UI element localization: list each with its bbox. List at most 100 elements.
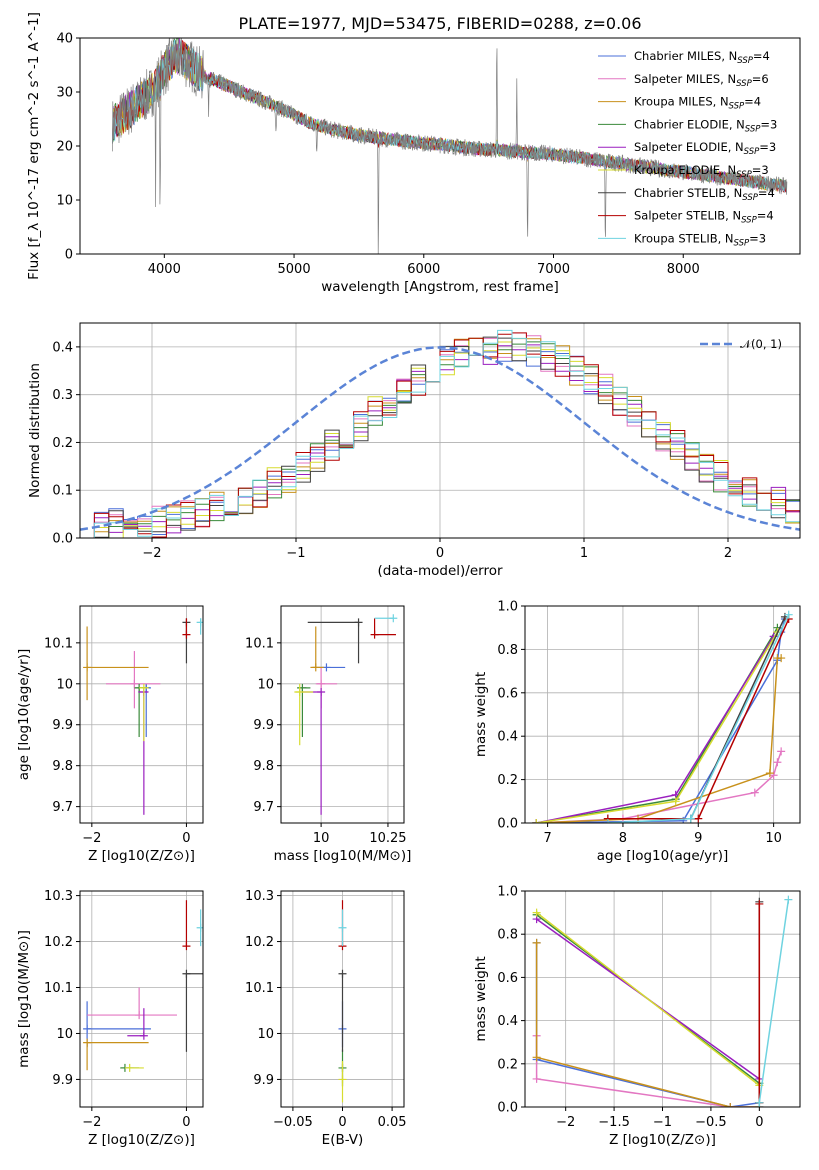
age-vs-Z-xlabel: Z [log10(Z/Z⊙)] <box>88 848 195 864</box>
weight-point-marker <box>765 769 774 778</box>
data-point-marker <box>135 1011 144 1020</box>
data-point-marker <box>83 1024 92 1033</box>
legend-value: =6 <box>752 72 769 86</box>
mass-vs-Z-xtick-label: 0 <box>182 1115 190 1130</box>
mass-vs-Z-ytick-label: 9.9 <box>52 1073 73 1088</box>
age-vs-mass-ytick-label: 10.1 <box>245 636 274 651</box>
weight-vs-Z-plot-area <box>532 895 793 1107</box>
weight-point-marker <box>784 895 793 904</box>
data-point-marker <box>338 923 347 932</box>
residuals-ytick-label: 0.2 <box>52 436 73 451</box>
legend-subscript: SSP <box>734 238 750 248</box>
spectrum-plot-area <box>112 38 788 254</box>
weight-vs-age-ytick-label: 0.0 <box>497 817 518 832</box>
spectrum-xtick-label: 5000 <box>278 262 311 277</box>
weight-vs-Z-ytick-label: 0.0 <box>497 1101 518 1116</box>
mass-vs-EBV-ytick-label: 10.2 <box>245 935 274 950</box>
age-vs-Z-ytick-label: 9.8 <box>52 759 73 774</box>
spectrum-ytick-label: 20 <box>56 140 73 155</box>
residuals-ytick-label: 0.0 <box>52 532 73 547</box>
weight-vs-age-frame <box>524 605 801 824</box>
legend-value: =3 <box>759 140 776 154</box>
mass-vs-Z-xlabel: Z [log10(Z/Z⊙)] <box>88 1132 195 1148</box>
age-vs-mass-ytick-label: 9.7 <box>253 800 274 815</box>
weight-point-marker <box>784 610 793 619</box>
age-vs-Z-ytick-label: 9.7 <box>52 800 73 815</box>
data-point-marker <box>182 969 191 978</box>
weight-vs-Z-ytick-label: 1.0 <box>497 885 518 900</box>
weight-vs-Z-ytick-label: 0.4 <box>497 1014 518 1029</box>
mass-vs-EBV-plot-area <box>338 900 347 1103</box>
age-vs-mass-xtick-label: 10 <box>313 831 330 846</box>
data-point-marker <box>182 942 191 951</box>
weight-vs-Z-xtick-label: 0 <box>755 1115 763 1130</box>
weight-line <box>536 912 760 1086</box>
weight-vs-Z-ylabel: mass weight <box>473 956 489 1041</box>
weight-point-marker <box>694 814 703 823</box>
gaussian-curve <box>80 346 800 531</box>
age-vs-Z-xtick-label: 0 <box>182 831 190 846</box>
data-point-marker <box>354 618 363 627</box>
mass-vs-EBV-xtick-label: 0.05 <box>378 1115 407 1130</box>
weight-point-marker <box>532 938 541 947</box>
age-vs-mass-ytick-label: 9.8 <box>253 759 274 774</box>
spectrum-ylabel: Flux [f_λ 10^-17 erg cm^-2 s^-1 A^-1] <box>26 12 42 280</box>
weight-point-marker <box>532 1053 541 1062</box>
age-vs-Z-ytick-label: 9.9 <box>52 718 73 733</box>
weight-point-marker <box>777 654 786 663</box>
weight-vs-Z-ytick-label: 0.8 <box>497 928 518 943</box>
weight-point-marker <box>755 1098 764 1107</box>
data-point-marker <box>125 1063 134 1072</box>
weight-vs-age-ytick-label: 0.8 <box>497 643 518 658</box>
weight-line <box>535 942 761 1107</box>
mass-vs-Z-ytick-label: 10 <box>56 1027 73 1042</box>
data-point-marker <box>311 663 320 672</box>
weight-vs-Z-xtick-label: −1 <box>653 1115 672 1130</box>
legend-value: =3 <box>752 163 769 177</box>
weight-vs-Z-ytick-label: 0.6 <box>497 971 518 986</box>
weight-vs-Z-xtick-label: −2 <box>556 1115 575 1130</box>
legend-label: Salpeter ELODIE, NSSP=3 <box>634 140 776 157</box>
weight-vs-age-xtick-label: 8 <box>619 831 627 846</box>
mass-vs-EBV-ytick-label: 9.9 <box>253 1073 274 1088</box>
weight-point-marker <box>532 1074 541 1083</box>
age-vs-Z-ytick-label: 10 <box>56 677 73 692</box>
weight-point-marker <box>532 819 541 823</box>
legend-subscript: SSP <box>729 102 745 112</box>
data-point-marker <box>295 687 304 696</box>
weight-line <box>535 942 760 1107</box>
weight-vs-age-ylabel: mass weight <box>473 672 489 757</box>
weight-vs-age-xlabel: age [log10(age/yr)] <box>597 848 729 864</box>
mass-vs-Z-ytick-label: 10.2 <box>44 935 73 950</box>
weight-vs-Z-frame <box>524 890 801 1108</box>
mass-vs-Z-ytick-label: 10.3 <box>44 889 73 904</box>
legend-value: =3 <box>749 231 766 245</box>
weight-line <box>758 899 790 1107</box>
residuals-ytick-label: 0.1 <box>52 484 73 499</box>
spectrum-ytick-label: 30 <box>56 86 73 101</box>
weight-point-marker <box>686 814 695 823</box>
weight-vs-age-ytick-label: 1.0 <box>497 600 518 615</box>
residuals-plot-area <box>80 329 800 538</box>
mass-vs-Z-plot-area <box>83 900 203 1072</box>
age-vs-mass-ytick-label: 9.9 <box>253 718 274 733</box>
data-point-marker <box>338 969 347 978</box>
spectrum-xtick-label: 8000 <box>667 262 700 277</box>
legend-label: Chabrier STELIB, NSSP=4 <box>634 186 775 203</box>
weight-point-marker <box>726 1103 735 1107</box>
age-vs-mass-xlabel: mass [log10(M/M⊙)] <box>274 848 412 864</box>
residuals-ylabel: Normed distribution <box>27 363 43 498</box>
residuals-xlabel: (data-model)/error <box>377 563 503 579</box>
data-point-marker <box>182 630 191 639</box>
legend-subscript: SSP <box>744 147 760 157</box>
spectrum-data-line <box>112 38 788 254</box>
weight-vs-Z-ytick-label: 0.2 <box>497 1057 518 1072</box>
legend-label: Chabrier MILES, NSSP=4 <box>634 49 770 66</box>
legend-value: =4 <box>757 209 774 223</box>
residuals-xtick-label: 2 <box>724 546 732 561</box>
legend-subscript: SSP <box>737 56 753 66</box>
legend-subscript: SSP <box>745 124 761 134</box>
spectrum-ytick-label: 40 <box>56 32 73 47</box>
weight-point-marker <box>603 819 612 823</box>
spectrum-ytick-label: 10 <box>56 194 73 209</box>
